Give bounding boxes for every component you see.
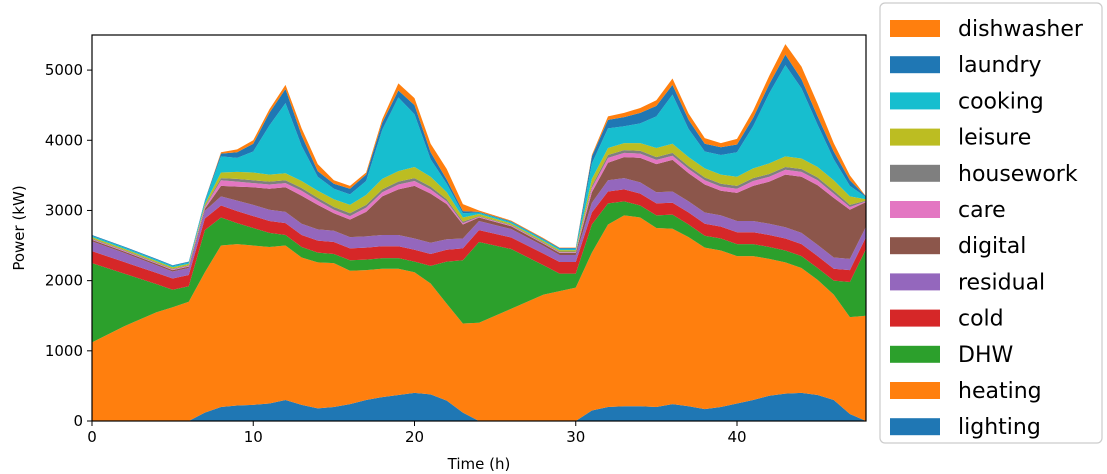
legend-label-digital: digital bbox=[958, 234, 1026, 259]
legend-label-laundry: laundry bbox=[958, 53, 1042, 78]
legend-swatch-digital bbox=[890, 237, 940, 254]
legend-swatch-leisure bbox=[890, 129, 940, 146]
legend-swatch-residual bbox=[890, 273, 940, 290]
legend-swatch-dhw bbox=[890, 346, 940, 363]
y-tick-label: 0 bbox=[73, 412, 83, 430]
x-axis-label: Time (h) bbox=[447, 455, 511, 473]
legend-label-heating: heating bbox=[958, 379, 1042, 404]
area-layers bbox=[92, 44, 866, 421]
legend-label-residual: residual bbox=[958, 270, 1045, 295]
x-axis: 0 10 20 30 40 bbox=[87, 421, 746, 446]
y-tick-label: 3000 bbox=[45, 201, 83, 219]
legend-swatch-cooking bbox=[890, 92, 940, 109]
legend-label-dhw: DHW bbox=[958, 343, 1013, 368]
legend-swatch-heating bbox=[890, 382, 940, 399]
x-tick-label: 30 bbox=[566, 428, 585, 446]
y-tick-label: 5000 bbox=[45, 61, 83, 79]
y-axis: 0 1000 2000 3000 4000 5000 bbox=[45, 61, 92, 430]
legend-label-dishwasher: dishwasher bbox=[958, 17, 1084, 42]
legend: dishwasher laundry cooking leisure housework… bbox=[880, 3, 1102, 443]
legend-label-lighting: lighting bbox=[958, 415, 1041, 440]
legend-swatch-care bbox=[890, 201, 940, 218]
x-tick-label: 10 bbox=[244, 428, 263, 446]
y-tick-label: 1000 bbox=[45, 342, 83, 360]
legend-label-cooking: cooking bbox=[958, 89, 1044, 114]
x-tick-label: 0 bbox=[87, 428, 97, 446]
y-axis-label: Power (kW) bbox=[10, 185, 28, 270]
y-tick-label: 2000 bbox=[45, 272, 83, 290]
x-tick-label: 20 bbox=[405, 428, 424, 446]
legend-label-care: care bbox=[958, 198, 1006, 223]
legend-label-housework: housework bbox=[958, 162, 1078, 187]
legend-swatch-laundry bbox=[890, 56, 940, 73]
legend-swatch-cold bbox=[890, 310, 940, 327]
legend-swatch-lighting bbox=[890, 418, 940, 435]
legend-swatch-dishwasher bbox=[890, 20, 940, 37]
x-tick-label: 40 bbox=[727, 428, 746, 446]
legend-label-leisure: leisure bbox=[958, 126, 1031, 151]
legend-swatch-housework bbox=[890, 165, 940, 182]
legend-label-cold: cold bbox=[958, 307, 1004, 332]
y-tick-label: 4000 bbox=[45, 131, 83, 149]
